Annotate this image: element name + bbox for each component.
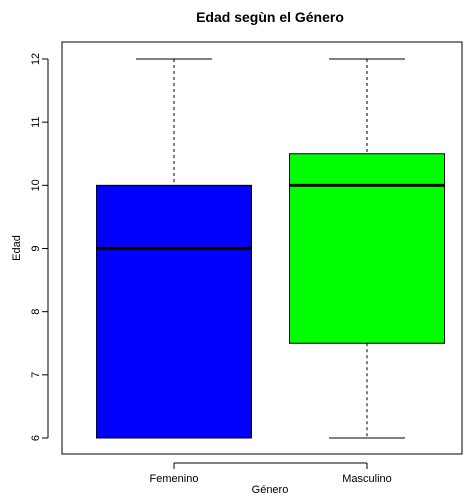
plot-marks: 6 7 8 9 10 11 12 Femenino Masculino <box>30 53 445 485</box>
y-axis-label: Edad <box>11 235 23 261</box>
x-tick-label-femenino: Femenino <box>150 473 199 485</box>
box-femenino <box>96 184 252 439</box>
chart-title: Edad segùn el Género <box>196 9 344 25</box>
x-axis-label: Género <box>252 484 289 496</box>
y-tick-label-11: 11 <box>30 116 42 127</box>
y-tick-label-10: 10 <box>30 179 42 191</box>
plot-frame <box>61 41 463 455</box>
y-tick-label-8: 8 <box>30 309 42 315</box>
y-tick-label-12: 12 <box>30 53 42 65</box>
y-tick-label-6: 6 <box>30 435 42 441</box>
y-tick-label-9: 9 <box>30 245 42 251</box>
x-tick-label-masculino: Masculino <box>342 473 392 485</box>
box-masculino <box>289 153 445 344</box>
y-tick-label-7: 7 <box>30 372 42 378</box>
